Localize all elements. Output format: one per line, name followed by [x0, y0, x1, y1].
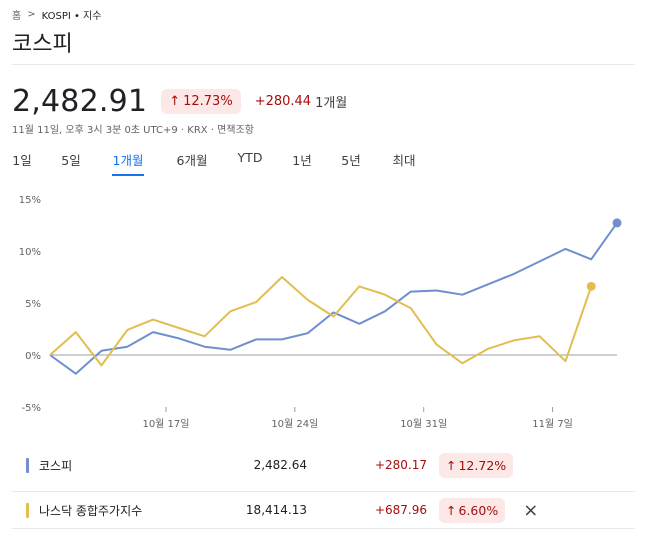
breadcrumb-separator-icon: > — [27, 9, 36, 20]
legend-abs-change: +280.17 — [374, 458, 427, 472]
breadcrumb-current: KOSPI • 지수 — [41, 11, 102, 22]
y-tick-label: 10% — [19, 247, 41, 258]
x-tick-label: 10월 24일 — [271, 418, 318, 430]
title-divider — [12, 64, 635, 65]
tab-1d[interactable]: 1일 — [12, 153, 32, 168]
legend-pct-badge: ↑ 6.60% — [439, 497, 506, 523]
series-line-nasdaq — [49, 276, 593, 367]
legend-name: 나스닥 종합주가지수 — [39, 503, 143, 518]
quote-meta: 11월 11일, 오후 3시 3분 0초 UTC+9 · KRX · 면책조항 — [12, 125, 254, 136]
price-chart[interactable]: 15% 10% 5% 0% -5% 10월 17일 10월 24일 10월 31일 11월 7일 — [0, 185, 647, 440]
y-tick-label: -5% — [22, 403, 41, 414]
arrow-up-icon: ↑ — [169, 94, 181, 109]
page-title: 코스피 — [12, 32, 73, 57]
series-endpoint-nasdaq — [586, 281, 596, 291]
pct-change-badge: ↑ 12.73% — [161, 89, 241, 114]
x-tick-label: 10월 17일 — [142, 418, 189, 430]
current-price: 2,482.91 — [12, 84, 148, 119]
tab-ytd[interactable]: YTD — [237, 150, 263, 165]
x-tick-label: 11월 7일 — [532, 418, 573, 430]
quote-header: 2,482.91 ↑ 12.73% +280.44 1개월 — [12, 84, 347, 119]
tab-6m[interactable]: 6개월 — [176, 153, 208, 168]
tab-5y[interactable]: 5년 — [341, 153, 361, 168]
legend-row-nasdaq[interactable]: 나스닥 종합주가지수 18,414.13 +687.96 ↑ 6.60% × — [12, 491, 635, 529]
pct-change-value: 12.73% — [183, 94, 233, 109]
x-tick-label: 10월 31일 — [400, 418, 447, 430]
legend-pct-change: 12.72% — [458, 457, 507, 473]
arrow-up-icon: ↑ — [446, 502, 457, 518]
legend-abs-change: +687.96 — [374, 503, 427, 517]
breadcrumb-home-link[interactable]: 홈 — [12, 11, 22, 22]
abs-change-value: +280.44 — [254, 94, 312, 109]
legend-name: 코스피 — [39, 458, 73, 473]
legend-swatch-kospi — [26, 457, 29, 473]
legend-pct-change: 6.60% — [458, 502, 499, 518]
series-line-kospi — [49, 222, 618, 375]
change-period: 1개월 — [315, 96, 348, 111]
range-tabs: 1일 5일 1개월 6개월 YTD 1년 5년 최대 — [12, 150, 418, 176]
breadcrumb: 홈 > KOSPI • 지수 — [12, 7, 101, 22]
legend-value: 18,414.13 — [245, 503, 307, 517]
tab-1y[interactable]: 1년 — [292, 153, 312, 168]
y-tick-label: 0% — [25, 351, 41, 362]
series-endpoint-kospi — [612, 218, 622, 228]
legend-row-kospi[interactable]: 코스피 2,482.64 +280.17 ↑ 12.72% — [12, 447, 635, 483]
arrow-up-icon: ↑ — [446, 457, 457, 473]
y-tick-label: 5% — [25, 299, 41, 310]
close-icon[interactable]: × — [523, 499, 539, 521]
tab-max[interactable]: 최대 — [392, 153, 416, 168]
legend-swatch-nasdaq — [26, 502, 29, 518]
y-tick-label: 15% — [19, 195, 41, 206]
tab-1m[interactable]: 1개월 — [112, 150, 144, 176]
legend-value: 2,482.64 — [253, 458, 307, 472]
legend-pct-badge: ↑ 12.72% — [439, 452, 514, 478]
tab-5d[interactable]: 5일 — [61, 153, 81, 168]
